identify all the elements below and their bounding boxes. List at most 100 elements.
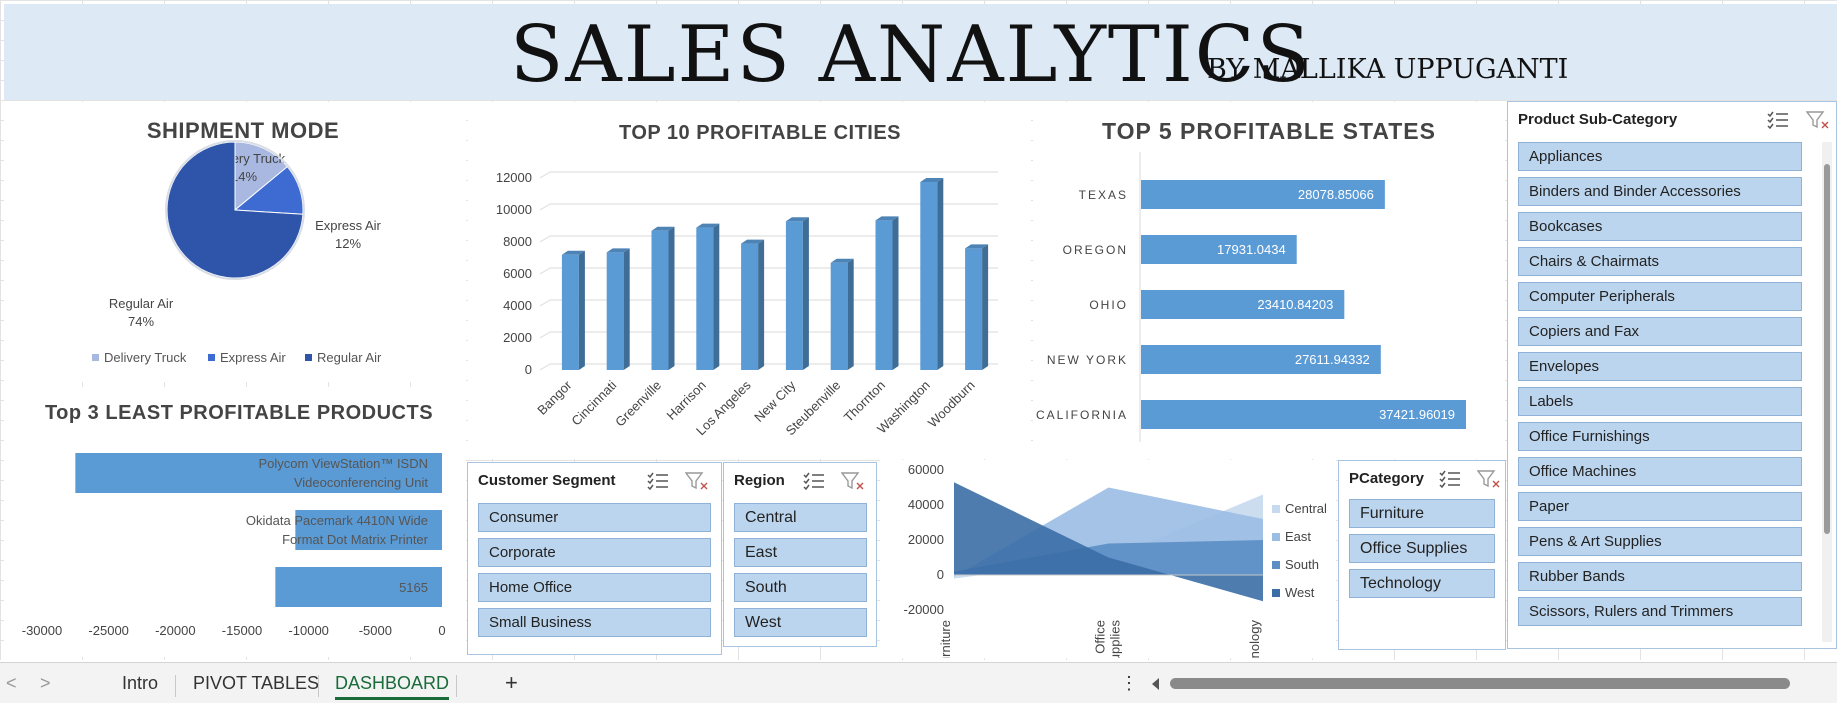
slicer-item-subcategory[interactable]: Appliances	[1518, 142, 1802, 171]
slicer-item-corporate[interactable]: Corporate	[478, 538, 711, 567]
slicer-item-small-business[interactable]: Small Business	[478, 608, 711, 637]
bar-side	[892, 216, 899, 370]
bar-value-label: 17931.0434	[1217, 242, 1286, 257]
legend-label: Regular Air	[317, 350, 382, 365]
region-area-chart[interactable]: 60000 40000 20000 0 -20000 Furniture Office Sup…	[880, 460, 1336, 658]
multi-select-icon[interactable]	[1438, 469, 1462, 489]
states-chart-title: TOP 5 PROFITABLE STATES	[1102, 118, 1436, 144]
x-tick-label: Furniture	[938, 620, 953, 658]
customer-segment-slicer[interactable]: Customer Segment Consumer Corporate Home…	[467, 462, 722, 655]
tab-pivot-tables[interactable]: PIVOT TABLES	[193, 673, 320, 693]
slicer-item-technology[interactable]: Technology	[1349, 569, 1495, 598]
pie-label-percent: 14%	[231, 169, 257, 184]
clear-filter-icon[interactable]	[685, 471, 709, 491]
dashboard-author: BY MALLIKA UPPUGANTI	[1207, 54, 1569, 85]
bar-side	[847, 258, 854, 370]
x-tick-label: Cincinnati	[568, 377, 619, 428]
shipment-chart-title: SHIPMENT MODE	[146, 118, 340, 143]
bar-steubenville	[830, 262, 848, 370]
bar-side	[982, 244, 989, 370]
y-tick-label: OHIO	[1089, 298, 1128, 312]
sub-category-slicer[interactable]: Product Sub-Category Appliances Binders a…	[1507, 101, 1837, 649]
bar-top	[965, 244, 989, 249]
add-sheet-button[interactable]: +	[505, 670, 518, 695]
slicer-item-central[interactable]: Central	[734, 503, 867, 532]
slicer-header: PCategory	[1339, 461, 1505, 497]
slicer-scroll-thumb[interactable]	[1824, 164, 1830, 534]
bar-label: Okidata Pacemark 4410N Wide	[246, 513, 428, 528]
scroll-left-icon[interactable]	[1150, 677, 1160, 691]
x-tick-label: Harrison	[664, 378, 709, 423]
slicer-item-home-office[interactable]: Home Office	[478, 573, 711, 602]
legend-swatch	[1272, 533, 1280, 541]
legend-label: East	[1285, 529, 1311, 544]
slicer-item-east[interactable]: East	[734, 538, 867, 567]
bar-oregon	[1141, 235, 1297, 264]
slicer-scroll-track[interactable]	[1822, 142, 1832, 642]
slicer-item-subcategory[interactable]: Scissors, Rulers and Trimmers	[1518, 597, 1802, 626]
legend-label: Express Air	[220, 350, 286, 365]
slicer-item-subcategory[interactable]: Paper	[1518, 492, 1802, 521]
tab-divider	[456, 675, 457, 697]
least-profitable-chart[interactable]: Top 3 LEAST PROFITABLE PRODUCTS Polycom …	[4, 387, 466, 657]
least-plot: Polycom ViewStation™ ISDN Videoconferenci…	[22, 453, 446, 638]
slicer-title: Region	[734, 472, 785, 489]
bar-thornton	[875, 220, 893, 370]
y-tick-label: 2000	[503, 330, 532, 345]
bar-product-3	[275, 567, 442, 607]
next-sheet-arrow[interactable]: >	[40, 673, 51, 693]
shipment-mode-chart[interactable]: SHIPMENT MODE Delivery Truck 14% Express A…	[4, 102, 466, 382]
slicer-item-subcategory[interactable]: Office Machines	[1518, 457, 1802, 486]
gridline	[539, 299, 551, 307]
y-tick-label: 40000	[908, 497, 944, 512]
y-tick-label: 6000	[503, 266, 532, 281]
clear-filter-icon[interactable]	[841, 471, 865, 491]
slicer-item-subcategory[interactable]: Office Furnishings	[1518, 422, 1802, 451]
bar-value-label: 23410.84203	[1257, 297, 1333, 312]
slicer-item-consumer[interactable]: Consumer	[478, 503, 711, 532]
x-tick-label: Greenville	[612, 378, 664, 430]
clear-filter-icon[interactable]	[1806, 110, 1830, 130]
more-options-icon[interactable]: ⋮	[1120, 673, 1138, 693]
slicer-item-office-supplies[interactable]: Office Supplies	[1349, 534, 1495, 563]
tab-dashboard[interactable]: DASHBOARD	[335, 673, 450, 700]
y-tick-label: 20000	[908, 532, 944, 547]
multi-select-icon[interactable]	[802, 471, 826, 491]
slicer-item-south[interactable]: South	[734, 573, 867, 602]
slicer-item-west[interactable]: West	[734, 608, 867, 637]
slicer-item-subcategory[interactable]: Chairs & Chairmats	[1518, 247, 1802, 276]
slicer-header: Customer Segment	[468, 463, 721, 499]
clear-filter-icon[interactable]	[1477, 469, 1501, 489]
slicer-item-subcategory[interactable]: Pens & Art Supplies	[1518, 527, 1802, 556]
slicer-item-furniture[interactable]: Furniture	[1349, 499, 1495, 528]
x-tick-label: -15000	[222, 623, 262, 638]
slicer-item-subcategory[interactable]: Copiers and Fax	[1518, 317, 1802, 346]
top-states-chart[interactable]: TOP 5 PROFITABLE STATES 28078.85066 TEXAS…	[1033, 102, 1505, 459]
slicer-item-subcategory[interactable]: Binders and Binder Accessories	[1518, 177, 1802, 206]
y-tick-label: 0	[937, 567, 944, 582]
multi-select-icon[interactable]	[646, 471, 670, 491]
pie-slice-delivery-truck	[234, 141, 289, 212]
bar-side	[937, 178, 944, 370]
slicer-item-subcategory[interactable]: Envelopes	[1518, 352, 1802, 381]
bar-label: Videoconferencing Unit	[294, 475, 429, 490]
y-tick-label: OREGON	[1063, 243, 1128, 257]
bar-bangor	[561, 254, 579, 370]
pcategory-slicer[interactable]: PCategory Furniture Office Supplies Tech…	[1338, 460, 1506, 650]
multi-select-icon[interactable]	[1766, 110, 1790, 130]
legend-label: South	[1285, 557, 1319, 572]
slicer-item-subcategory[interactable]: Bookcases	[1518, 212, 1802, 241]
slicer-item-subcategory[interactable]: Labels	[1518, 387, 1802, 416]
x-tick-label: Woodburn	[925, 378, 978, 431]
gridline	[539, 203, 551, 211]
area-west	[954, 482, 1263, 602]
slicer-item-subcategory[interactable]: Rubber Bands	[1518, 562, 1802, 591]
region-slicer[interactable]: Region Central East South West	[723, 462, 877, 647]
tab-intro[interactable]: Intro	[122, 673, 159, 693]
x-tick-label: -10000	[288, 623, 328, 638]
horizontal-scrollbar[interactable]	[1170, 678, 1790, 689]
top-cities-chart[interactable]: TOP 10 PROFITABLE CITIES 12000 10000 8000 6…	[468, 102, 1031, 459]
bar-top	[651, 226, 675, 231]
prev-sheet-arrow[interactable]: <	[6, 673, 17, 693]
slicer-item-subcategory[interactable]: Computer Peripherals	[1518, 282, 1802, 311]
